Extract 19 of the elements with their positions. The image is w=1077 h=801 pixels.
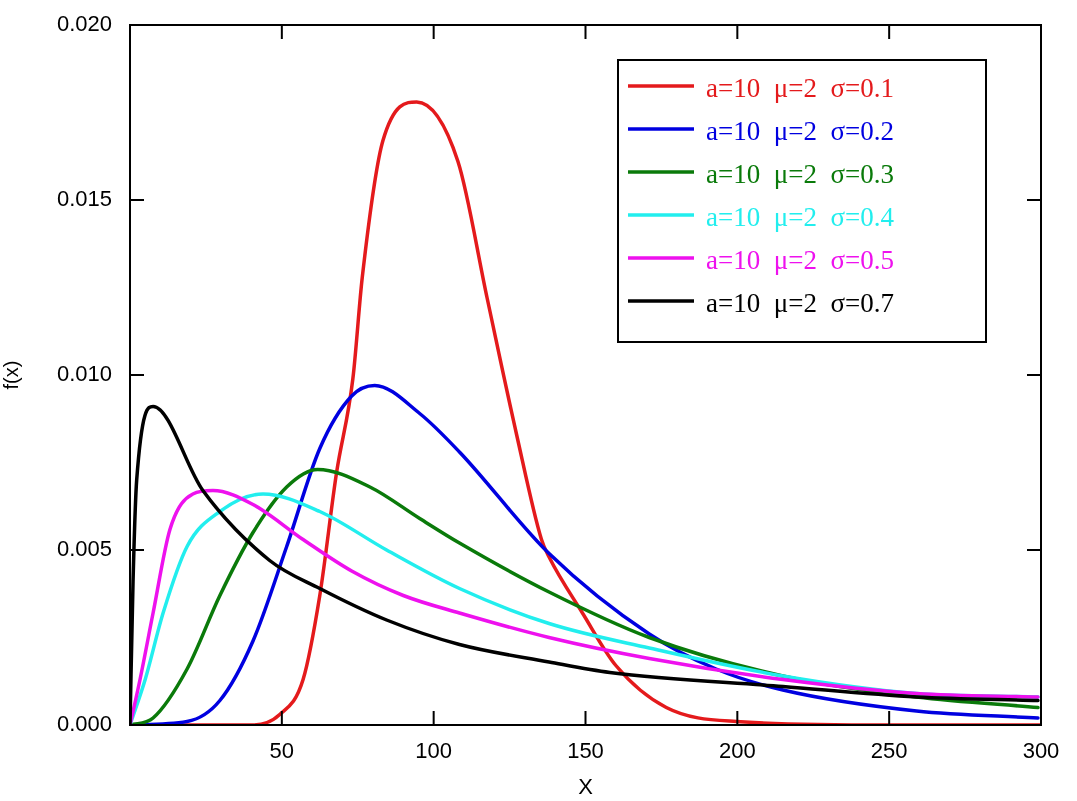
legend-label: a=10 μ=2 σ=0.5 <box>706 245 894 276</box>
legend-label: a=10 μ=2 σ=0.2 <box>706 116 894 147</box>
x-tick-label: 100 <box>415 738 453 764</box>
text: 0.020 <box>56 11 112 37</box>
y-tick-label: 0.015 <box>56 186 112 212</box>
y-axis-title: f(x) <box>0 360 22 390</box>
x-tick-label: 150 <box>567 738 604 764</box>
legend-label: a=10 μ=2 σ=0.1 <box>706 73 894 104</box>
y-tick-label: 0.005 <box>56 536 112 562</box>
x-tick-label: 300 <box>1022 738 1060 764</box>
legend-label: a=10 μ=2 σ=0.3 <box>706 159 894 190</box>
legend-label: a=10 μ=2 σ=0.4 <box>706 202 895 233</box>
x-tick-label: 200 <box>718 738 756 764</box>
x-tick-label: 50 <box>269 738 295 764</box>
text: 0.010 <box>56 361 112 387</box>
x-tick-label: 250 <box>870 738 908 764</box>
x-axis-title: X <box>578 773 594 799</box>
legend-label: a=10 μ=2 σ=0.7 <box>706 288 894 319</box>
text: 0.000 <box>56 711 112 737</box>
